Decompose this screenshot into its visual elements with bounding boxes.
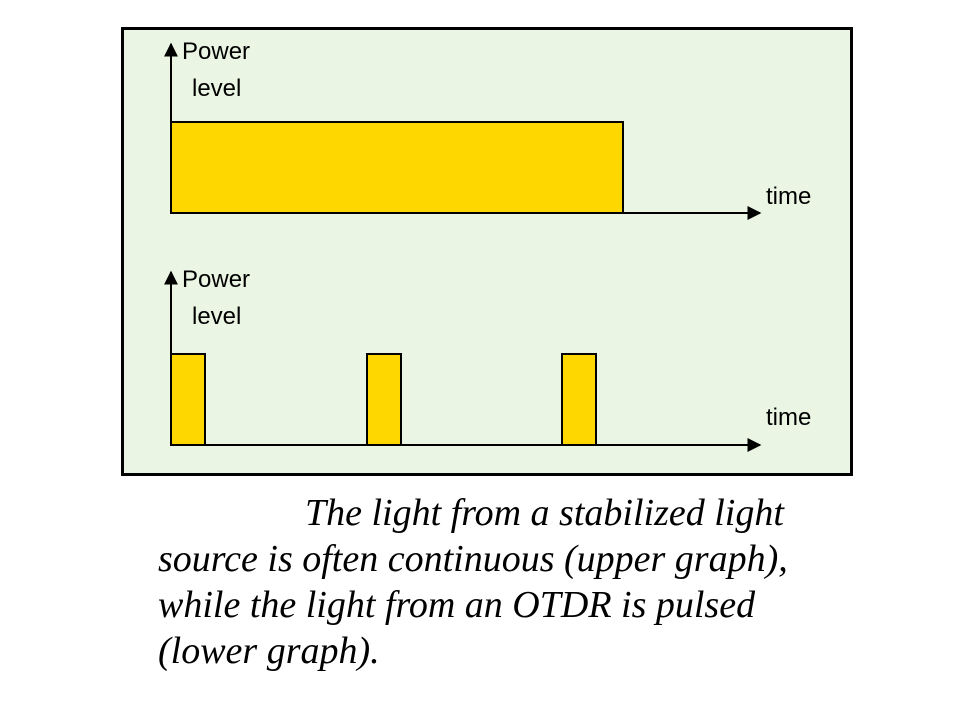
caption-line-3: while the light from an OTDR is pulsed bbox=[158, 584, 756, 626]
diagram-panel bbox=[121, 27, 853, 476]
lower-x-label: time bbox=[766, 404, 811, 431]
upper-y-label-line2: level bbox=[192, 75, 241, 102]
caption-line-4: (lower graph). bbox=[158, 630, 380, 672]
lower-y-label-line1: Power bbox=[182, 266, 250, 293]
upper-y-label-line1: Power bbox=[182, 38, 250, 65]
pulse-2 bbox=[366, 353, 402, 446]
caption: The light from a stabilized light source… bbox=[158, 490, 858, 674]
continuous-signal-bar bbox=[170, 121, 624, 214]
lower-graph: Power level time bbox=[164, 266, 811, 452]
upper-graph: Power level time bbox=[164, 38, 811, 220]
pulse-3 bbox=[561, 353, 597, 446]
pulse-1 bbox=[170, 353, 206, 446]
lower-y-label-line2: level bbox=[192, 303, 241, 330]
caption-line-2: source is often continuous (upper graph)… bbox=[158, 538, 788, 580]
upper-x-label: time bbox=[766, 183, 811, 210]
caption-line-1: The light from a stabilized light bbox=[305, 492, 784, 534]
